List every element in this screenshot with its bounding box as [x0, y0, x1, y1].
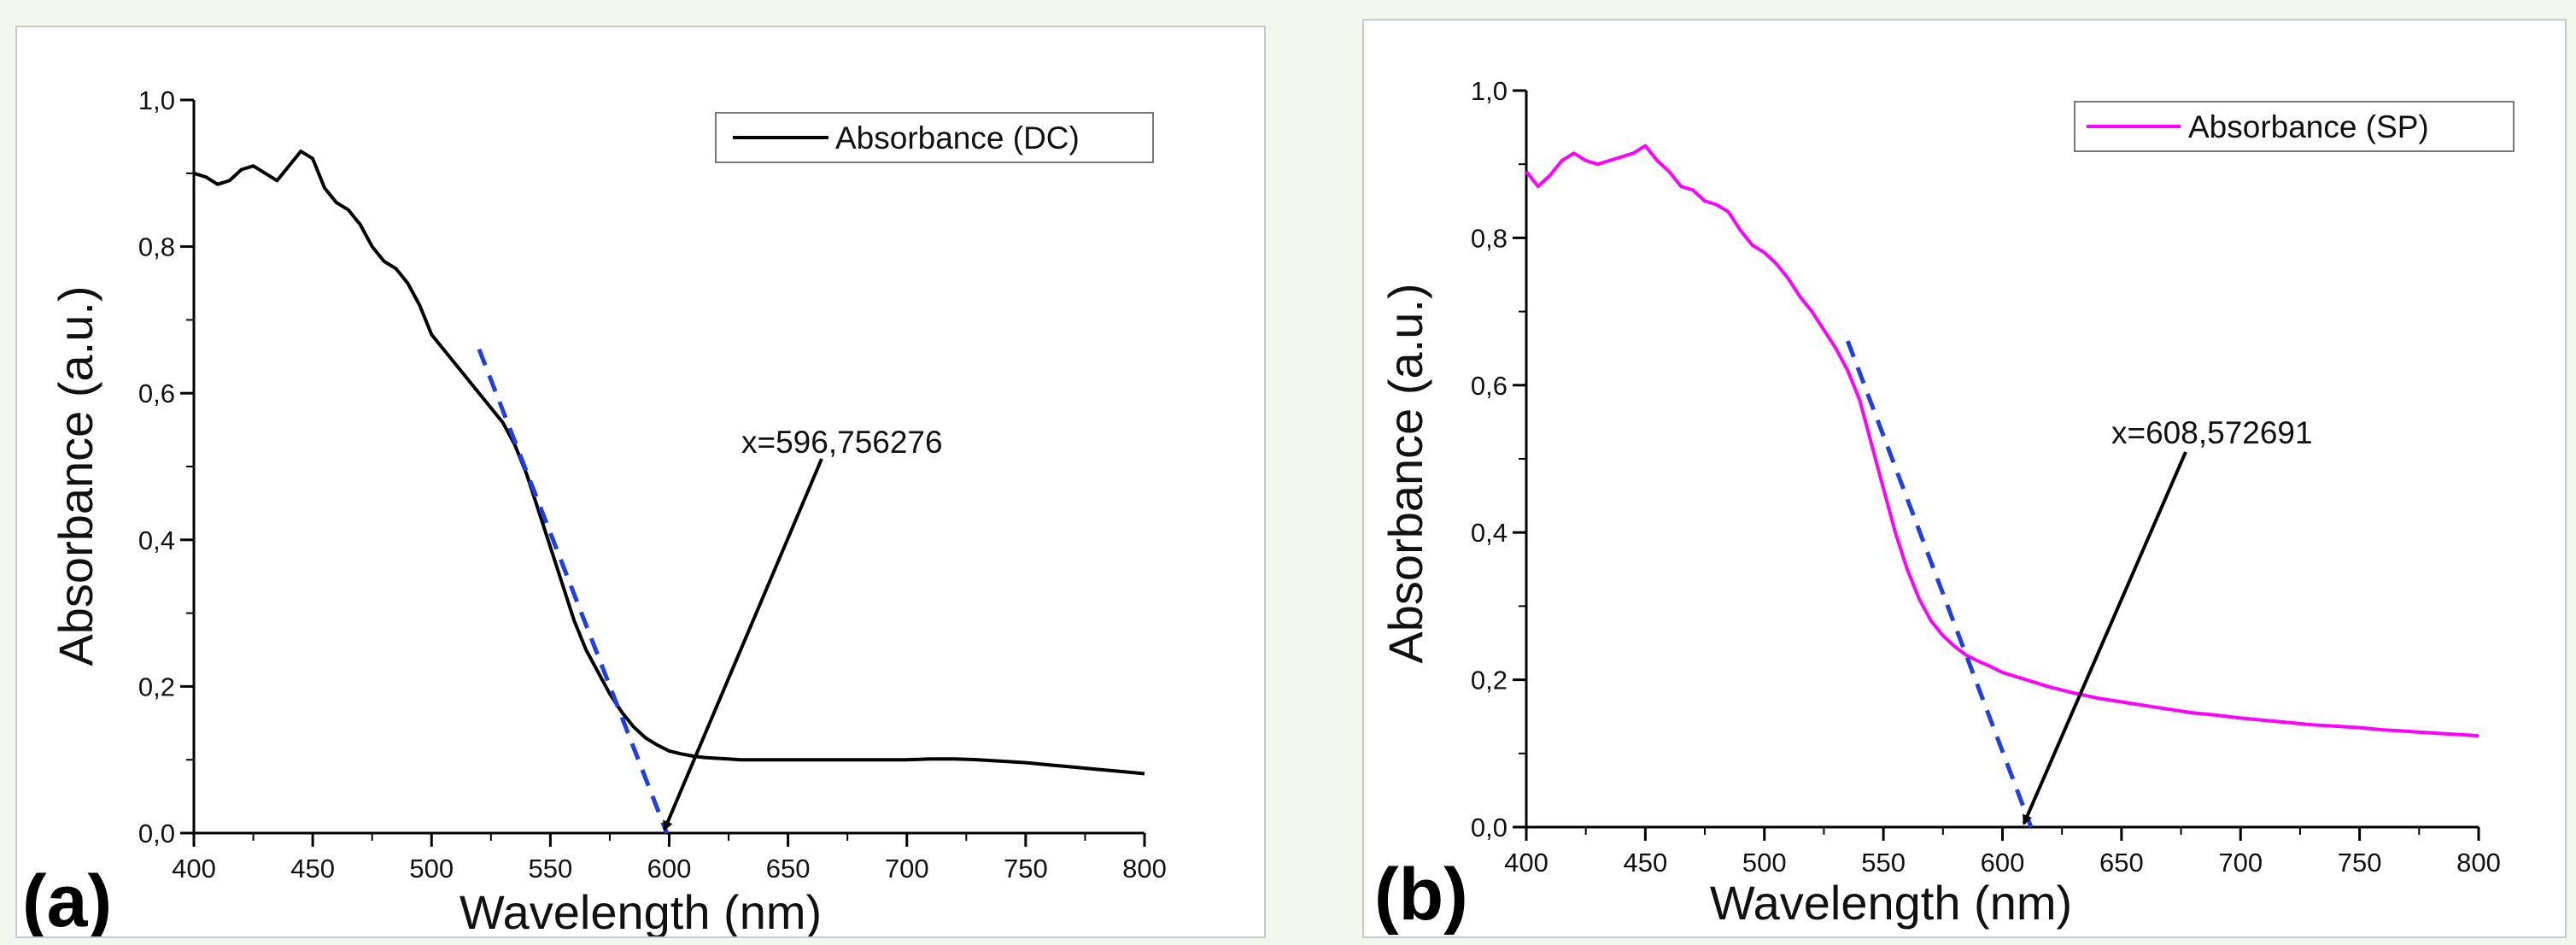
- x-tick-label: 550: [529, 854, 573, 883]
- chart-b-plot: 400 450 500 550 600 650 700 750 800 0,0 0,2 0,4 0,6 0…: [1471, 76, 2501, 878]
- x-tick-label: 450: [290, 854, 335, 883]
- x-tick-label: 650: [766, 854, 811, 883]
- legend-label-sp: Absorbance (SP): [2188, 109, 2429, 144]
- legend-label-dc: Absorbance (DC): [835, 120, 1080, 156]
- y-tick-label: 0,4: [138, 525, 175, 555]
- y-tick-label: 1,0: [138, 85, 175, 115]
- x-tick-label: 400: [172, 854, 216, 883]
- y-tick-label: 0,8: [1471, 223, 1508, 253]
- annotation-arrow: [663, 458, 823, 831]
- x-tick-label: 700: [885, 854, 929, 883]
- chart-a-svg: 400 450 500 550 600 650 700 750 800 0,0 0,2 0,4 0,6 0…: [22, 85, 1167, 936]
- panel-label-a: (a): [22, 860, 112, 936]
- panel-label-b: (b): [1374, 854, 1468, 936]
- tangent-line: [1845, 340, 2034, 828]
- x-tick-label: 450: [1624, 848, 1668, 878]
- x-axis-title-b: Wavelength (nm): [1710, 876, 2072, 930]
- x-tick-label: 750: [2338, 848, 2382, 878]
- x-tick-label: 800: [2456, 848, 2501, 878]
- annotation-text-b: x=608,572691: [2111, 415, 2313, 450]
- annotation-text-a: x=596,756276: [741, 425, 943, 460]
- y-tick-label: 0,2: [138, 672, 175, 701]
- chart-panel-b: 400 450 500 550 600 650 700 750 800 0,0 0,2 0,4 0,6 0…: [1362, 19, 2567, 938]
- x-tick-label: 750: [1004, 854, 1048, 883]
- series-line: [1525, 144, 2479, 738]
- y-tick-label: 0,0: [1471, 813, 1508, 842]
- x-tick-label: 800: [1122, 854, 1167, 883]
- x-tick-label: 550: [1861, 848, 1906, 878]
- x-tick-label: 500: [409, 854, 454, 883]
- y-tick-label: 0,6: [1471, 371, 1508, 401]
- y-tick-label: 0,2: [1471, 666, 1508, 696]
- x-tick-label: 400: [1504, 848, 1549, 878]
- y-axis-title-b: Absorbance (a.u.): [1379, 283, 1432, 663]
- tangent-line: [477, 348, 670, 834]
- annotation-arrow: [2022, 451, 2187, 825]
- chart-a-legend: Absorbance (DC): [715, 112, 1154, 163]
- chart-b-legend: Absorbance (SP): [2074, 101, 2515, 152]
- y-axis-title-a: Absorbance (a.u.): [49, 285, 102, 666]
- y-tick-label: 1,0: [1471, 76, 1508, 106]
- y-tick-label: 0,4: [1471, 518, 1508, 548]
- x-tick-label: 600: [647, 854, 692, 883]
- series-line: [193, 150, 1145, 776]
- chart-b-svg: 400 450 500 550 600 650 700 750 800 0,0 0,2 0,4 0,6 0…: [1374, 76, 2515, 936]
- chart-panel-a: 400 450 500 550 600 650 700 750 800 0,0 0,2 0,4 0,6 0…: [15, 26, 1266, 938]
- y-tick-label: 0,6: [138, 379, 175, 408]
- x-tick-label: 600: [1981, 848, 2025, 878]
- y-tick-label: 0,0: [138, 819, 175, 848]
- y-tick-label: 0,8: [138, 232, 175, 262]
- x-tick-label: 700: [2218, 848, 2263, 878]
- chart-a-plot: 400 450 500 550 600 650 700 750 800 0,0 0,2 0,4 0,6 0…: [138, 85, 1167, 883]
- x-axis-title-a: Wavelength (nm): [460, 885, 822, 936]
- x-tick-label: 650: [2099, 848, 2144, 878]
- x-tick-label: 500: [1742, 848, 1787, 878]
